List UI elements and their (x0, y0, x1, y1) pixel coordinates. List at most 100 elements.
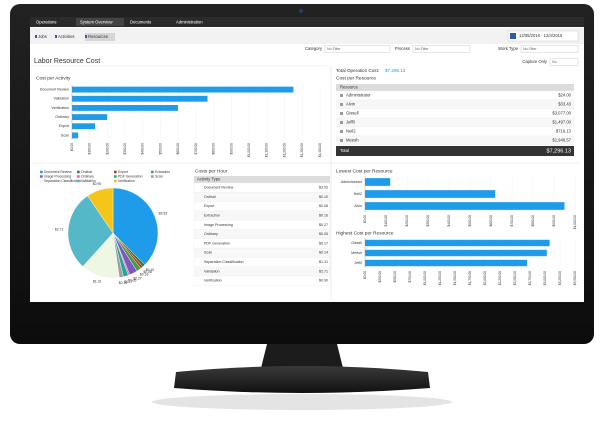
table-cell: $1,948.57 (552, 138, 571, 143)
legend-label: Extraction (155, 170, 170, 174)
table-row (335, 117, 575, 128)
x-tick-label: $800.00 (531, 215, 535, 227)
bar (72, 123, 96, 130)
table-header (194, 176, 330, 183)
total-value: $7,296.13 (385, 68, 406, 73)
chart-title: Highest Cost per Resource (336, 230, 394, 236)
bar (365, 190, 496, 198)
x-tick-label: $200.00 (105, 143, 109, 155)
legend-label: Separation Classification (44, 179, 81, 183)
subnav-icon[interactable] (85, 35, 87, 38)
table-cell: $1.31 (319, 260, 328, 264)
filter-value[interactable]: No Filter (327, 47, 341, 51)
subnav-tab-active[interactable] (85, 33, 115, 41)
bar (72, 132, 79, 139)
table-cell: Scan (204, 251, 212, 255)
y-tick-label: Alvin (354, 204, 362, 208)
x-tick-label: $750.00 (408, 271, 412, 283)
table-cell: $3.53 (319, 186, 328, 190)
y-tick-label: Administrator (341, 180, 363, 184)
table-cell: $0.27 (319, 223, 328, 227)
x-tick-label: $2,500.00 (513, 271, 517, 285)
camera (298, 8, 304, 14)
table-row (335, 135, 575, 146)
legend-swatch (76, 170, 80, 174)
x-tick-label: $0.00 (363, 215, 367, 223)
x-tick-label: $1,250.00 (438, 271, 442, 285)
filter-select[interactable] (324, 45, 391, 53)
legend-label: PDF Generation (118, 174, 143, 178)
x-tick-label: $1,000.00 (423, 271, 427, 285)
row-icon (340, 112, 343, 115)
subnav-tab[interactable]: Resources (88, 34, 108, 39)
x-tick-label: $1,000.00 (573, 215, 577, 229)
table-cell: Document Review (204, 186, 234, 190)
table-total-cell: $7,296.13 (547, 148, 571, 154)
x-tick-label: $1,300.00 (300, 143, 304, 157)
legend-label: Export (118, 170, 128, 174)
nav-tab[interactable]: Administration (176, 20, 203, 25)
x-tick-label: $100.00 (88, 143, 92, 155)
x-tick-label: $0.00 (363, 271, 367, 279)
table-total-row (336, 146, 574, 156)
nav-tab[interactable]: Operations (36, 20, 56, 25)
date-picker[interactable] (507, 30, 579, 42)
pie-slice (87, 187, 114, 234)
filter-label: Process (395, 46, 410, 51)
x-tick-label: $700.00 (194, 143, 198, 155)
x-tick-label: $500.00 (393, 271, 397, 283)
legend-swatch (113, 179, 117, 183)
table-header-cell: Activity Type (197, 177, 221, 182)
subnav-tab[interactable]: Jobs (38, 34, 47, 39)
legend-swatch (76, 175, 80, 178)
legend-label: Ordinary (81, 174, 94, 178)
x-tick-label: $1,200.00 (282, 143, 286, 157)
x-tick-label: $3,500.00 (573, 271, 577, 285)
table-cell: Verification (204, 279, 222, 283)
calendar-icon[interactable] (510, 33, 516, 39)
table-cell: $0.16 (319, 213, 328, 217)
filter-select[interactable] (549, 58, 579, 66)
x-tick-label: $500.00 (158, 143, 162, 155)
y-tick-label: Gissell (351, 241, 362, 245)
row-icon (340, 103, 343, 106)
x-tick-label: $500.00 (468, 215, 472, 227)
nav-tab-active[interactable] (76, 18, 124, 26)
table-cell: Administrator (346, 93, 371, 98)
subnav-icon[interactable] (55, 35, 57, 38)
subnav-tab[interactable]: Activities (58, 34, 75, 39)
x-tick-label: $900.00 (229, 143, 233, 155)
date-range[interactable]: 12/05/2016 - 12/4/2016 (519, 33, 563, 38)
pie-slice (112, 187, 159, 266)
filter-value[interactable]: No (552, 60, 557, 64)
legend-swatch (76, 179, 80, 183)
table-cell: $0.90 (319, 279, 328, 283)
y-tick-label: Verification (51, 106, 69, 110)
x-tick-label: $800.00 (212, 143, 216, 155)
nav-tab[interactable]: System Overview (80, 20, 114, 25)
filter-select[interactable] (520, 45, 579, 53)
y-tick-label: Document Review (40, 88, 70, 92)
x-tick-label: $250.00 (378, 271, 382, 283)
table-row (193, 247, 331, 258)
x-tick-label: $2,250.00 (498, 271, 502, 285)
subnav-icon[interactable] (35, 35, 37, 38)
stand-base (174, 366, 430, 393)
table-cell: $0.10 (319, 195, 328, 199)
filter-value[interactable]: No Filter (523, 47, 537, 51)
y-tick-label: Ordinary (55, 115, 69, 119)
legend-swatch (39, 170, 43, 174)
page-title: Labor Resource Cost (34, 58, 100, 65)
table-row (335, 108, 575, 119)
x-tick-label: $1,500.00 (453, 271, 457, 285)
filter-value[interactable]: No Filter (415, 47, 429, 51)
x-tick-label: $600.00 (176, 143, 180, 155)
total-label: Total Operation Cost: (336, 68, 379, 73)
slice-label: $0.08 (143, 270, 152, 274)
table-cell: Neil2 (346, 129, 356, 134)
nav-tab[interactable]: Documents (130, 20, 151, 25)
bar (72, 114, 108, 121)
filter-select[interactable] (412, 45, 471, 53)
x-tick-label: $3,000.00 (543, 271, 547, 285)
